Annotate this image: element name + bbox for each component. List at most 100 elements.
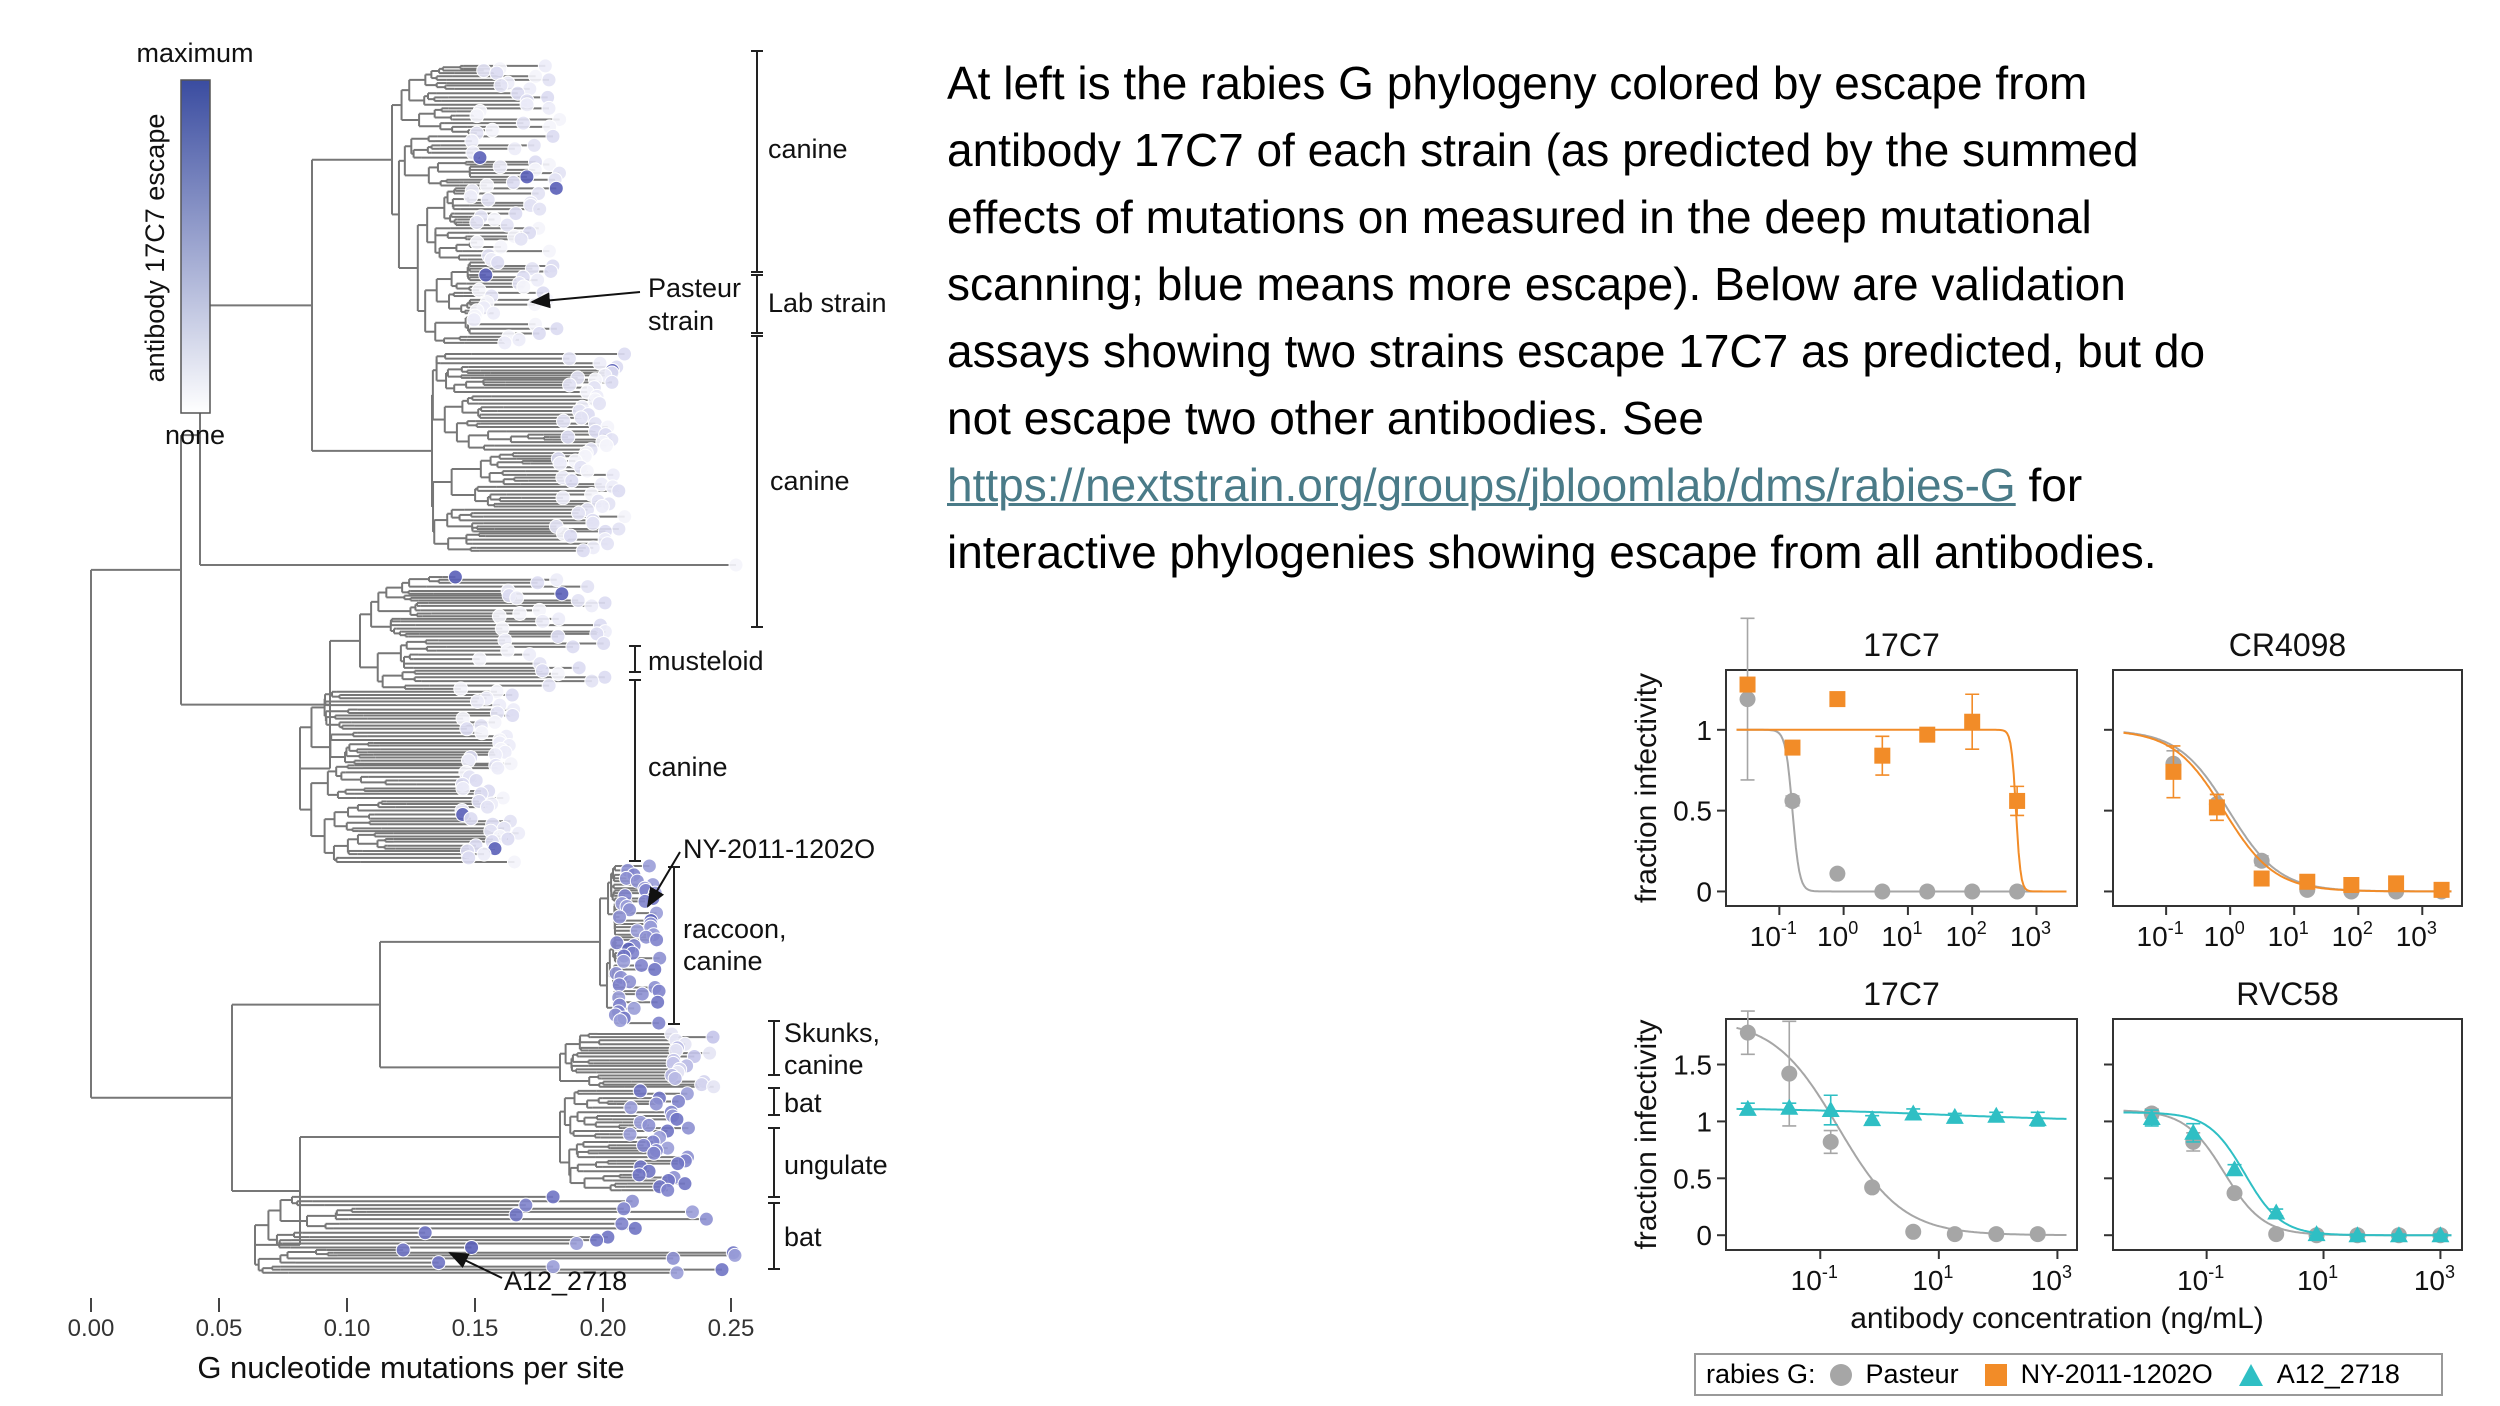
pasteur-label-2: strain <box>648 306 714 336</box>
data-point-Pasteur <box>2009 883 2026 900</box>
chart-title: CR4098 <box>2229 627 2346 663</box>
x-tick-label: 100 <box>1817 918 1858 952</box>
tree-tip <box>492 159 508 175</box>
data-point-A12_2718 <box>2431 1226 2450 1243</box>
plot-frame <box>2112 1018 2463 1251</box>
data-point-A12_2718 <box>1987 1106 2006 1123</box>
tree-tip <box>617 509 633 525</box>
colorbar <box>180 79 211 414</box>
tree-tip <box>646 1145 662 1161</box>
data-point-A12_2718 <box>1821 1101 1840 1118</box>
x-tick-label: 102 <box>2332 918 2373 952</box>
tree-tip <box>518 1197 534 1213</box>
tree-tip <box>469 108 485 124</box>
tree-tip <box>614 1216 630 1232</box>
x-tick-label: 10-1 <box>1750 918 1797 952</box>
tree-tip <box>552 111 568 127</box>
data-point-NY-2011-1202O <box>2433 881 2450 898</box>
tree-tip <box>616 1201 632 1217</box>
x-axis-tick-label: 0.00 <box>68 1315 115 1342</box>
tree-tip <box>469 214 485 230</box>
data-point-Pasteur <box>1919 883 1936 900</box>
chart-panel: 17C7 0 0.5 1 10-1 100 101 102 103 fraction infect… <box>1630 617 2078 952</box>
data-point-Pasteur <box>1739 1024 1756 1041</box>
clade-bracket <box>768 1087 780 1116</box>
tree-tip <box>612 1013 628 1029</box>
tree-tip <box>554 586 570 602</box>
tree-tip <box>549 321 565 337</box>
data-point-NY-2011-1202O <box>1739 676 1756 693</box>
tree-tip <box>570 593 586 609</box>
tree-tip <box>513 231 529 247</box>
tree-tip <box>698 1211 714 1227</box>
tree-tip <box>479 177 495 193</box>
tree-tip <box>611 977 627 993</box>
y-axis-label: fraction infectivity <box>1630 673 1663 903</box>
tree-tip <box>490 760 506 776</box>
tree-tip <box>493 78 509 94</box>
clade-label: bat <box>784 1088 822 1118</box>
plot-frame <box>1725 669 2078 907</box>
y-tick-label: 1.5 <box>1673 1050 1712 1081</box>
data-point-Pasteur <box>1784 792 1801 809</box>
tree-tip <box>670 1093 686 1109</box>
tree-tip <box>528 68 544 84</box>
x-tick-label: 10-1 <box>1791 1262 1838 1296</box>
tree-tip <box>677 1176 693 1192</box>
clade-label: musteloid <box>648 646 764 676</box>
x-axis-tick-label: 0.15 <box>452 1315 499 1342</box>
tree-tip <box>522 647 538 663</box>
clade-bracket <box>751 274 763 334</box>
chart-title: 17C7 <box>1863 627 1940 663</box>
tree-tip <box>545 128 561 144</box>
chart-panel: CR4098 10-1 100 101 102 103 <box>2104 627 2463 952</box>
tree-tip <box>560 429 576 445</box>
x-axis-tick-label: 0.10 <box>324 1315 371 1342</box>
nextstrain-link[interactable]: https://nextstrain.org/groups/jbloomlab/… <box>947 459 2016 511</box>
caption-line: https://nextstrain.org/groups/jbloomlab/… <box>947 452 2487 519</box>
data-point-Pasteur <box>1739 691 1756 708</box>
data-point-Pasteur <box>1822 1133 1839 1150</box>
x-tick-label: 103 <box>2396 918 2437 952</box>
chart-panel: RVC58 10-1 101 103 <box>2104 976 2463 1296</box>
tree-tip <box>530 575 546 591</box>
tree-tip <box>580 579 596 595</box>
tree-tip <box>727 1247 743 1263</box>
tree-tip <box>569 1235 585 1251</box>
tree-tip <box>469 694 485 710</box>
tree-tip <box>431 1255 447 1271</box>
data-point-NY-2011-1202O <box>1964 713 1981 730</box>
tree-tip <box>617 346 633 362</box>
tree-x-axis: 0.00 0.05 0.10 0.15 0.20 0.25 <box>68 1298 754 1342</box>
tree-tip <box>649 932 665 948</box>
data-point-A12_2718 <box>1904 1104 1923 1121</box>
clade-bracket <box>629 679 641 862</box>
tree-tip <box>537 58 553 74</box>
tree-tip <box>512 606 528 622</box>
tree-tip <box>611 521 627 537</box>
data-point-NY-2011-1202O <box>2208 799 2225 816</box>
ny-strain-arrow <box>646 851 681 908</box>
tree-tip <box>476 846 492 862</box>
tree-tip <box>511 332 527 348</box>
y-tick-label: 1 <box>1696 715 1712 746</box>
tree-tip <box>495 790 511 806</box>
y-axis-label: fraction infectivity <box>1630 1019 1663 1249</box>
tree-tip <box>684 1204 700 1220</box>
tree-tip <box>471 282 487 298</box>
tree-tip <box>534 663 550 679</box>
tree-tip <box>623 1100 639 1116</box>
tree-tip <box>505 174 521 190</box>
colorbar-title: antibody 17C7 escape <box>140 114 170 383</box>
x-axis-tick-label: 0.20 <box>580 1315 627 1342</box>
tree-tip <box>505 707 521 723</box>
legend-label: A12_2718 <box>2276 1359 2400 1389</box>
tree-tip <box>598 438 614 454</box>
y-tick-label: 0.5 <box>1673 796 1712 827</box>
data-point-A12_2718 <box>1738 1099 1757 1116</box>
data-point-NY-2011-1202O <box>2299 873 2316 890</box>
tree-tip <box>549 572 565 588</box>
tree-tip <box>634 986 650 1002</box>
tree-tip <box>497 335 513 351</box>
tree-tip <box>631 1167 647 1183</box>
